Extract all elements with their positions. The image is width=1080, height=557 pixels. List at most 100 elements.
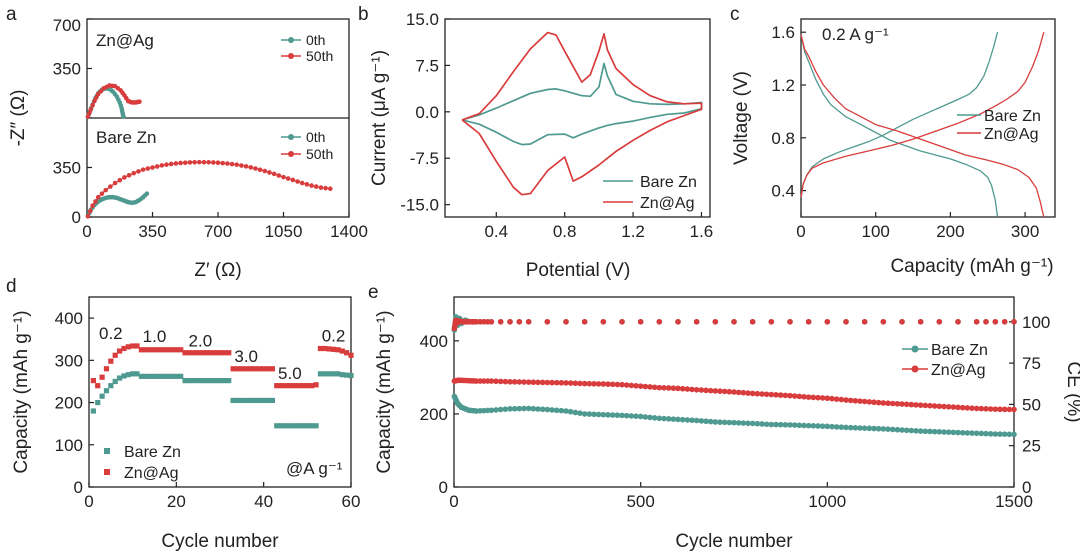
data-point (913, 428, 919, 434)
data-point (234, 366, 241, 372)
data-point (824, 395, 831, 402)
data-point (230, 397, 236, 404)
data-point (959, 404, 966, 411)
data-point (274, 383, 280, 389)
panel-a-ylabel: -Z″ (Ω) (8, 90, 29, 147)
data-point (581, 318, 588, 325)
data-point (271, 171, 277, 177)
data-point (964, 430, 971, 436)
data-point (247, 366, 254, 372)
data-point (261, 366, 267, 372)
data-point (787, 318, 793, 325)
data-point (221, 378, 227, 384)
data-point (201, 159, 207, 165)
data-point (117, 177, 123, 183)
data-point (196, 159, 202, 165)
data-point (815, 423, 821, 429)
legend-label-bare-zn: Bare Zn (124, 444, 181, 461)
y2-tick-label: 100 (1022, 313, 1050, 332)
data-point (717, 388, 723, 394)
data-point (98, 88, 104, 94)
panel-b-ylabel: Current (μA g⁻¹) (369, 50, 390, 186)
data-point (309, 423, 315, 429)
data-point (295, 179, 300, 184)
panel-c-annotation: 0.2 A g⁻¹ (822, 25, 889, 44)
data-point (619, 381, 625, 388)
data-point (903, 401, 910, 408)
x-tick-label: 0.8 (553, 222, 577, 241)
data-point (903, 427, 910, 434)
data-point (173, 347, 179, 353)
y-tick-label: 0 (74, 478, 83, 497)
panel-label-b: b (358, 4, 369, 25)
data-point (609, 381, 616, 388)
data-point (493, 407, 499, 413)
data-point (992, 318, 999, 325)
data-point (950, 404, 957, 410)
data-point (927, 402, 933, 409)
data-point (339, 372, 345, 378)
data-point (221, 350, 227, 356)
data-point (1001, 406, 1008, 413)
data-point (978, 405, 985, 412)
legend-label-zn-ag: Zn@Ag (124, 465, 178, 482)
data-point (899, 401, 905, 407)
data-point (186, 378, 193, 384)
data-point (577, 380, 583, 387)
data-point (847, 397, 854, 404)
data-point (945, 403, 952, 410)
data-point (511, 379, 518, 385)
data-point (754, 420, 761, 427)
data-point (164, 162, 169, 167)
data-point (136, 169, 141, 174)
data-point (777, 421, 784, 428)
data-point (87, 208, 93, 214)
data-point (656, 415, 663, 422)
data-point (670, 416, 677, 422)
data-point (642, 383, 649, 390)
x-tick-label: 0 (84, 492, 93, 511)
data-point (656, 318, 663, 325)
y2-tick-label: 50 (1022, 395, 1041, 414)
y-tick-label: 0 (72, 208, 81, 227)
data-point (265, 397, 271, 404)
legend-marker-0th (288, 134, 294, 140)
data-point (810, 394, 817, 401)
data-point (637, 318, 644, 325)
data-point (1011, 406, 1017, 413)
data-point (805, 394, 812, 400)
data-point (87, 110, 92, 116)
data-point (144, 191, 150, 196)
data-point (339, 348, 345, 354)
data-point (195, 378, 201, 384)
data-point (287, 423, 293, 429)
data-point (712, 318, 719, 325)
data-point (619, 318, 625, 325)
data-point (204, 350, 210, 356)
data-point (577, 410, 583, 416)
data-point (90, 102, 95, 108)
y-tick-label: 0.4 (771, 182, 795, 201)
data-point (168, 161, 174, 167)
data-point (173, 373, 179, 379)
data-point (126, 172, 132, 178)
data-point (211, 160, 216, 165)
legend-marker-50th (288, 151, 294, 157)
data-point (721, 388, 728, 395)
data-point (304, 383, 310, 389)
data-point (134, 343, 140, 349)
legend-marker-bare-zn (104, 448, 110, 454)
legend-label-50th: 50th (306, 48, 333, 64)
data-point (651, 384, 658, 391)
data-point (805, 422, 812, 429)
data-point (586, 380, 593, 387)
gcd-curve-Zn@Ag-charge (800, 32, 1045, 198)
data-point (899, 427, 905, 433)
x-tick-label: 0.4 (484, 222, 508, 241)
panel-d-annotation: @A g⁻¹ (286, 459, 343, 478)
panel-label-c: c (730, 4, 740, 25)
data-point (675, 416, 681, 423)
data-point (605, 381, 611, 387)
data-point (595, 411, 602, 418)
data-point (182, 160, 188, 165)
